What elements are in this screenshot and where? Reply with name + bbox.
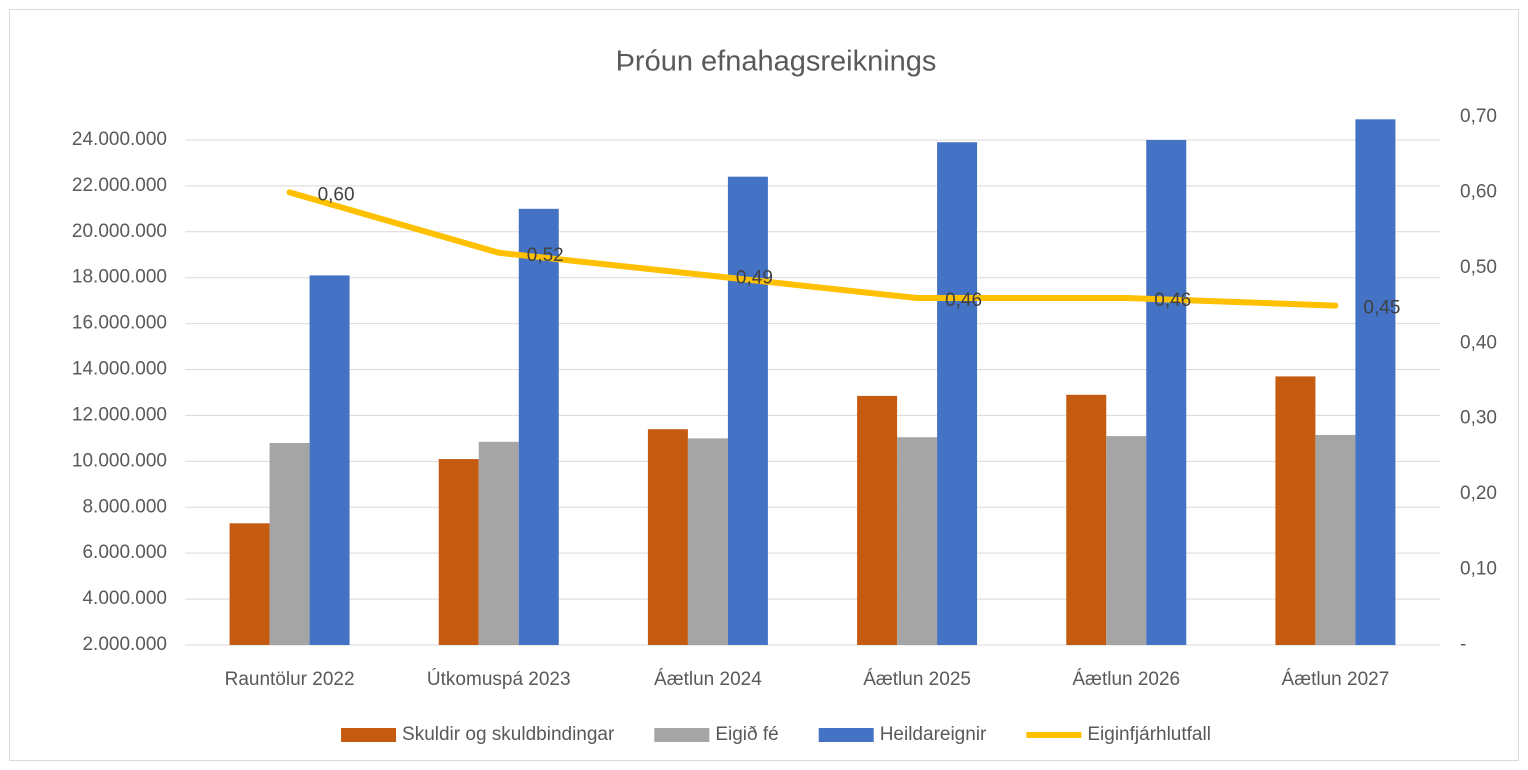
bar <box>518 208 559 645</box>
chart-title: Þróun efnahagsreiknings <box>616 46 937 78</box>
legend-swatch <box>818 728 874 742</box>
bar <box>1315 434 1356 645</box>
x-tick-label: Útkomuspá 2023 <box>427 668 571 690</box>
y-tick-label: 4.000.000 <box>82 588 167 609</box>
y2-tick-label: 0,50 <box>1460 257 1497 278</box>
y-tick-label: 2.000.000 <box>82 634 167 655</box>
y2-tick-label: - <box>1460 634 1466 655</box>
legend-swatch <box>654 728 710 742</box>
bar <box>1355 119 1396 645</box>
y-tick-label: 10.000.000 <box>72 450 167 471</box>
bar <box>269 442 310 645</box>
bar <box>1066 394 1107 645</box>
data-label: 0,45 <box>1363 298 1400 319</box>
line <box>286 189 1339 309</box>
y-tick-label: 14.000.000 <box>72 359 167 380</box>
bar <box>309 275 350 645</box>
y-tick-label: 18.000.000 <box>72 267 167 288</box>
bar <box>229 523 270 645</box>
y-tick-label: 16.000.000 <box>72 313 167 334</box>
bar <box>687 438 728 645</box>
y-tick-label: 24.000.000 <box>72 129 167 150</box>
bar <box>937 142 978 645</box>
y-tick-label: 8.000.000 <box>82 496 167 517</box>
bar <box>1106 436 1147 645</box>
x-tick-label: Áætlun 2027 <box>1282 669 1390 690</box>
bar <box>438 459 479 645</box>
data-label: 0,49 <box>736 267 773 288</box>
y-tick-label: 12.000.000 <box>72 404 167 425</box>
y-tick-label: 20.000.000 <box>72 221 167 242</box>
x-tick-label: Rauntölur 2022 <box>225 669 355 690</box>
legend-label: Eiginfjárhlutfall <box>1087 724 1211 745</box>
bar <box>1146 139 1187 645</box>
data-label: 0,46 <box>945 290 982 311</box>
y2-tick-label: 0,60 <box>1460 181 1497 202</box>
legend-label: Eigið fé <box>715 724 778 745</box>
bar <box>478 441 519 645</box>
data-label: 0,52 <box>527 245 564 266</box>
y2-tick-label: 0,40 <box>1460 332 1497 353</box>
y-tick-label: 6.000.000 <box>82 542 167 563</box>
y2-tick-label: 0,30 <box>1460 408 1497 429</box>
y2-tick-label: 0,10 <box>1460 559 1497 580</box>
data-label: 0,46 <box>1154 290 1191 311</box>
data-label: 0,60 <box>318 184 355 205</box>
x-tick-label: Áætlun 2024 <box>654 669 762 690</box>
y2-tick-label: 0,20 <box>1460 483 1497 504</box>
legend-label: Skuldir og skuldbindingar <box>402 724 615 745</box>
bar <box>727 176 768 645</box>
bar <box>897 437 938 645</box>
x-tick-label: Áætlun 2025 <box>863 669 971 690</box>
legend-label: Heildareignir <box>880 724 987 745</box>
x-tick-label: Áætlun 2026 <box>1072 669 1180 690</box>
y-tick-label: 22.000.000 <box>72 175 167 196</box>
bar <box>1275 376 1316 645</box>
bar <box>857 395 898 645</box>
y2-tick-label: 0,70 <box>1460 106 1497 127</box>
legend-swatch <box>341 728 397 742</box>
bar <box>647 429 688 645</box>
